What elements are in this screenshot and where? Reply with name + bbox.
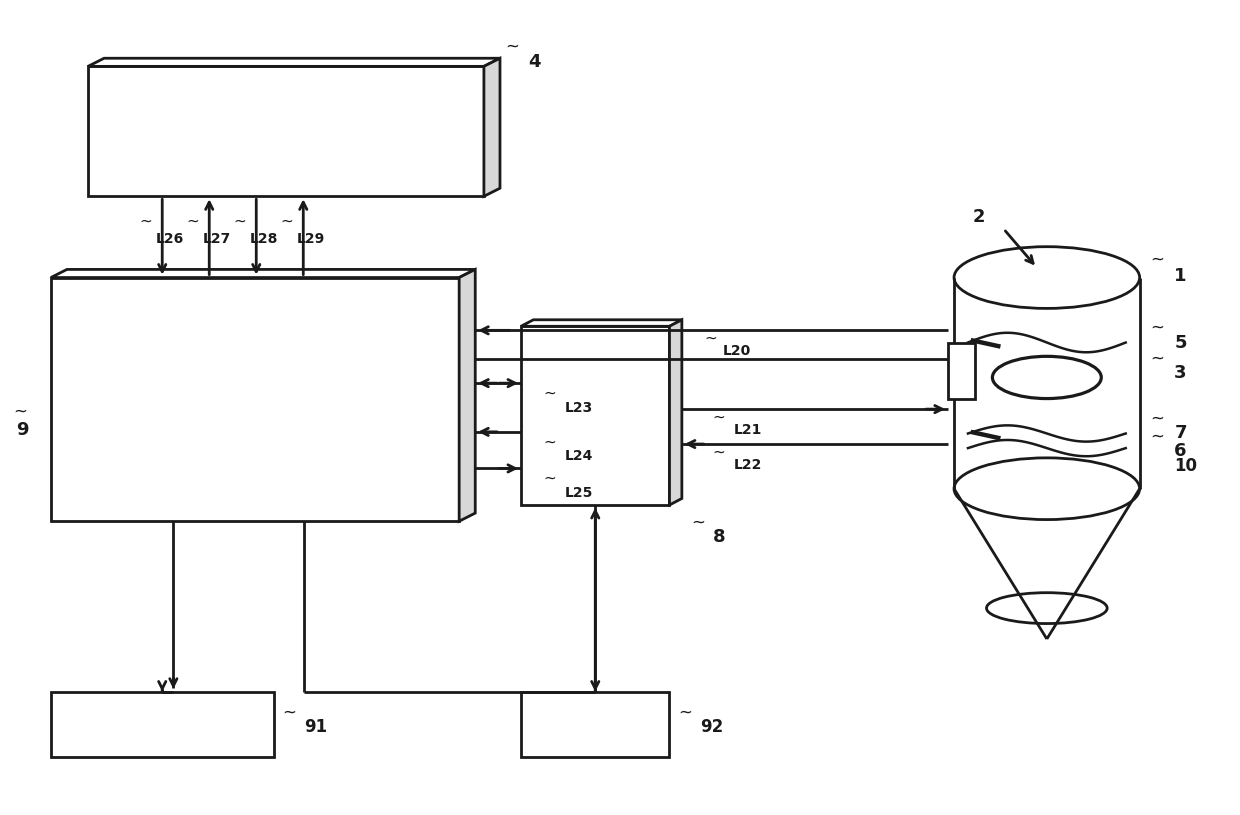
Polygon shape — [521, 692, 670, 757]
Text: ~: ~ — [12, 403, 27, 421]
Text: 3: 3 — [1174, 364, 1187, 382]
Text: ~: ~ — [283, 703, 296, 721]
Text: ~: ~ — [543, 385, 556, 400]
Text: L27: L27 — [203, 231, 232, 245]
Text: L25: L25 — [564, 486, 593, 500]
Text: L29: L29 — [298, 231, 325, 245]
Text: L28: L28 — [250, 231, 279, 245]
Text: ~: ~ — [704, 331, 717, 346]
Polygon shape — [521, 326, 670, 505]
Text: ~: ~ — [543, 434, 556, 449]
Text: ~: ~ — [140, 214, 153, 228]
Text: ~: ~ — [543, 471, 556, 486]
Text: 4: 4 — [528, 53, 541, 71]
Text: ~: ~ — [506, 37, 520, 55]
Text: L21: L21 — [734, 423, 763, 437]
Text: ~: ~ — [187, 214, 200, 228]
Text: 10: 10 — [1174, 457, 1198, 475]
Text: ~: ~ — [1149, 319, 1164, 337]
Text: 9: 9 — [16, 421, 29, 439]
Polygon shape — [459, 270, 475, 522]
Text: ~: ~ — [713, 445, 725, 460]
Text: L23: L23 — [564, 400, 593, 415]
Polygon shape — [947, 343, 975, 399]
Text: ~: ~ — [1149, 251, 1164, 269]
Text: 91: 91 — [305, 718, 327, 736]
Text: L22: L22 — [734, 458, 763, 472]
Polygon shape — [670, 319, 682, 505]
Polygon shape — [484, 58, 500, 196]
Text: 1: 1 — [1174, 267, 1187, 285]
Text: 6: 6 — [1174, 443, 1187, 460]
Polygon shape — [521, 319, 682, 326]
Text: L26: L26 — [156, 231, 185, 245]
Text: ~: ~ — [234, 214, 247, 228]
Polygon shape — [51, 278, 459, 522]
Polygon shape — [88, 58, 500, 66]
Text: 8: 8 — [713, 528, 725, 546]
Text: 2: 2 — [972, 208, 985, 226]
Text: L20: L20 — [723, 344, 751, 358]
Text: 7: 7 — [1174, 425, 1187, 443]
Polygon shape — [51, 692, 274, 757]
Text: ~: ~ — [1149, 428, 1164, 446]
Text: L24: L24 — [564, 449, 593, 463]
Text: ~: ~ — [678, 703, 692, 721]
Polygon shape — [88, 66, 484, 196]
Text: 92: 92 — [701, 718, 724, 736]
Text: ~: ~ — [713, 410, 725, 425]
Text: 5: 5 — [1174, 333, 1187, 351]
Text: ~: ~ — [1149, 350, 1164, 368]
Text: ~: ~ — [1149, 410, 1164, 428]
Text: ~: ~ — [280, 214, 294, 228]
Polygon shape — [51, 270, 475, 278]
Text: ~: ~ — [691, 513, 704, 532]
